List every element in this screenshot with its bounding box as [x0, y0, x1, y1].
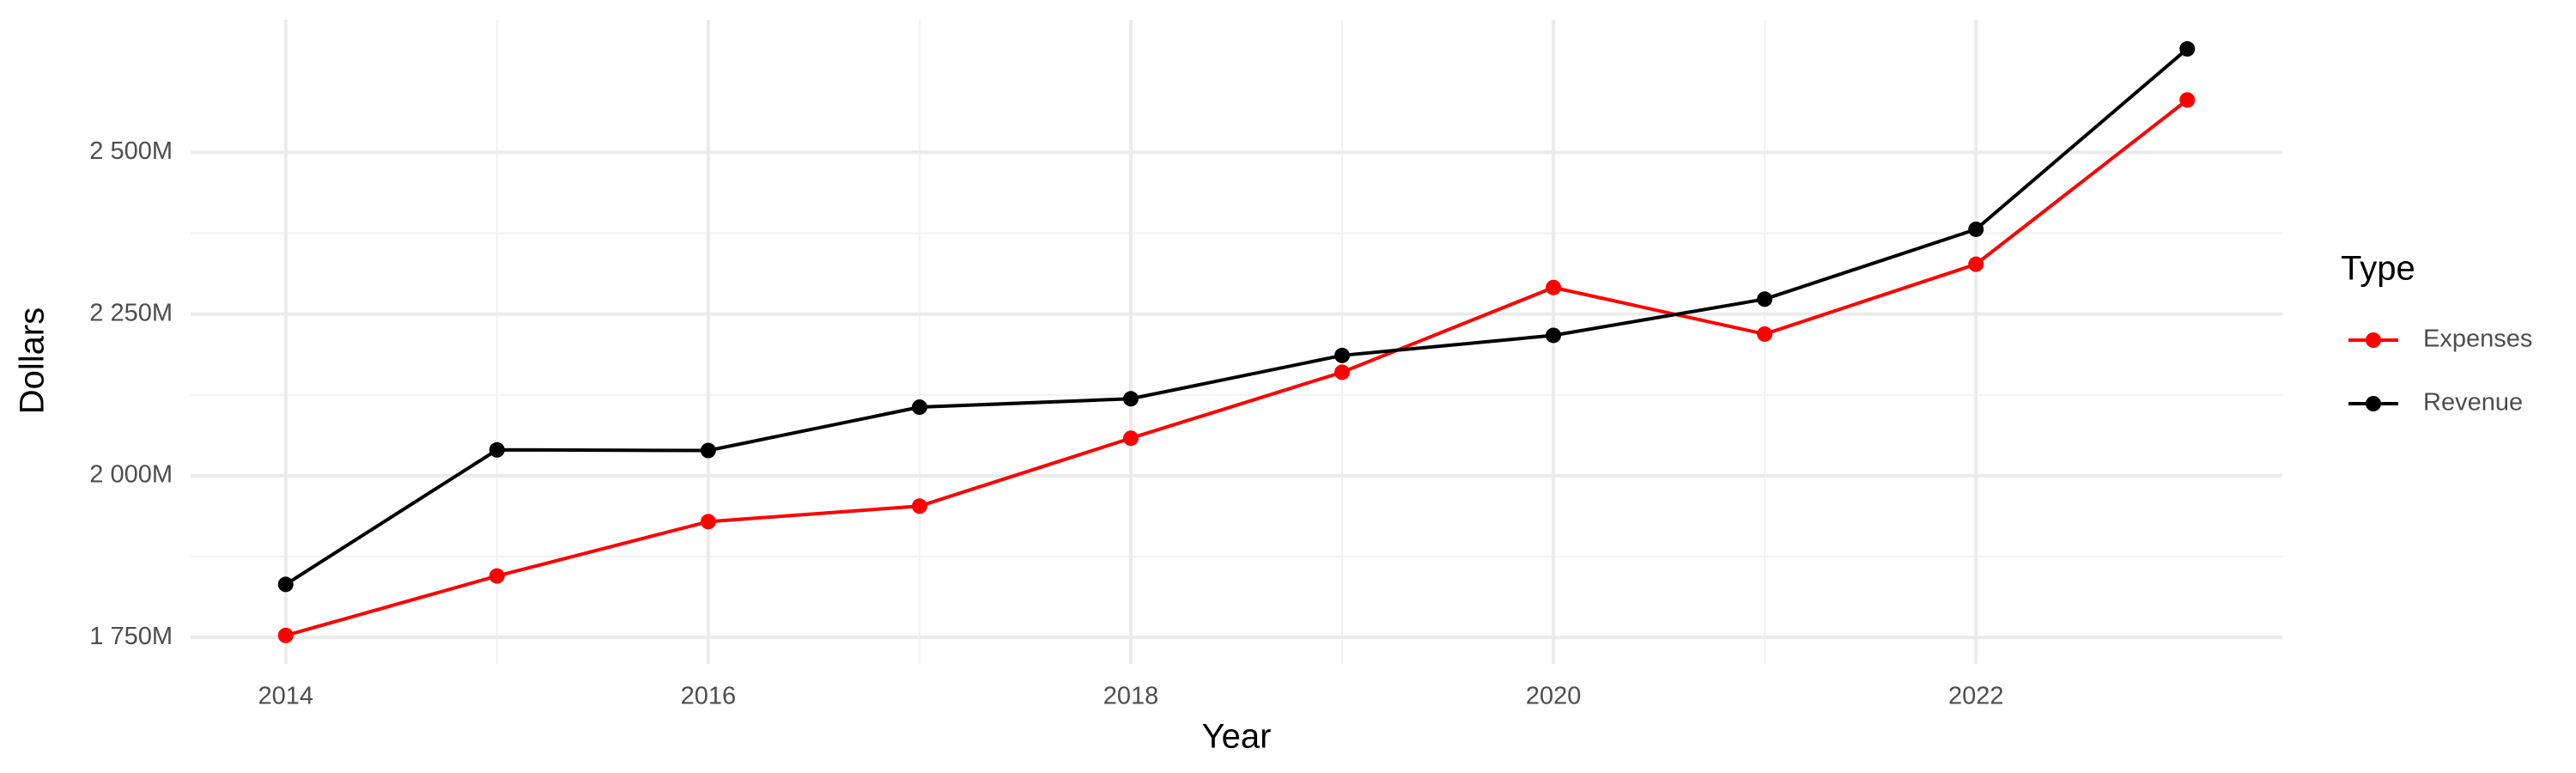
plot-area — [277, 40, 2196, 643]
legend-label: Revenue — [2423, 389, 2523, 417]
legend-key-point — [2366, 332, 2381, 348]
grid — [191, 20, 2282, 664]
data-point — [911, 498, 927, 514]
series-line — [285, 98, 2189, 637]
y-tick-label: 2 500M — [89, 137, 173, 165]
data-point — [1757, 291, 1773, 307]
x-tick-label: 2022 — [1948, 683, 2004, 710]
x-tick-label: 2020 — [1526, 683, 1582, 710]
series-line — [284, 47, 2189, 587]
data-point — [1334, 364, 1351, 380]
data-point — [1546, 327, 1562, 344]
y-axis-title: Dollars — [14, 307, 52, 414]
x-tick-label: 2016 — [681, 683, 737, 710]
y-tick-label: 2 250M — [89, 299, 173, 326]
data-point — [1334, 347, 1351, 363]
data-point — [1968, 221, 1984, 237]
data-point — [1122, 430, 1139, 447]
y-tick-label: 2 000M — [89, 461, 173, 489]
x-axis-title: Year — [1202, 718, 1272, 756]
x-tick-label: 2018 — [1103, 683, 1159, 710]
x-tick-label: 2014 — [258, 683, 313, 710]
data-point — [1546, 279, 1562, 295]
data-point — [2179, 92, 2196, 108]
data-point — [277, 576, 294, 593]
data-point — [2179, 40, 2196, 57]
data-point — [1757, 326, 1773, 342]
legend-key-point — [2366, 396, 2381, 411]
y-tick-label: 1 750M — [89, 623, 173, 650]
data-point — [277, 627, 294, 643]
data-point — [1122, 391, 1139, 407]
data-point — [1968, 256, 1984, 272]
data-point — [700, 514, 716, 530]
data-point — [911, 399, 927, 416]
data-point — [489, 568, 505, 584]
data-point — [700, 442, 716, 459]
legend-title: Type — [2341, 250, 2415, 288]
legend-label: Expenses — [2423, 326, 2532, 353]
data-point — [489, 441, 505, 458]
